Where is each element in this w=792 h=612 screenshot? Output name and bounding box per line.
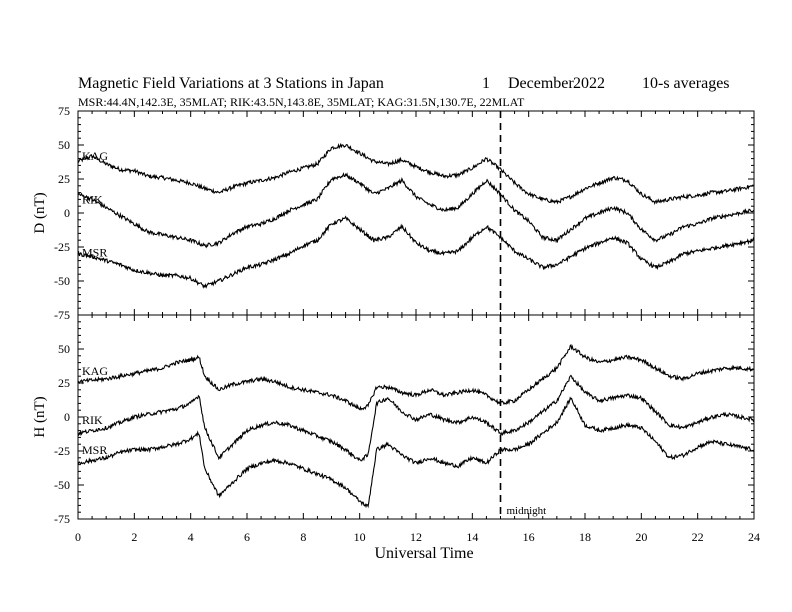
x-tick-label: 24 [748,530,760,544]
x-tick-label: 4 [188,530,194,544]
series-line-rik [77,374,755,462]
plot-area: 75 50 25 0 -25 -50 -75 D (nT) KAG RIK MSR 50 25 0 -25 -… [32,104,760,544]
x-tick-label: 6 [244,530,250,544]
x-tick-label: 22 [692,530,704,544]
midnight-label: midnight [507,505,547,517]
x-tick-label: 10 [354,530,366,544]
series-line-kag [77,142,755,206]
series-label-kag: KAG [82,364,108,378]
y-tick-label: 75 [58,104,70,118]
x-tick-label: 12 [410,530,422,544]
date-day: 1 [482,75,490,92]
stations-subtitle: MSR:44.4N,142.3E, 35MLAT; RIK:43.5N,143.… [78,95,525,109]
date-month: December [508,75,574,92]
x-tick-label: 20 [635,530,647,544]
x-tick-label: 18 [579,530,591,544]
x-axis-label: Universal Time [374,545,473,562]
y-axis-label: D (nT) [32,192,48,233]
series-line-rik [77,172,755,249]
x-tick-label: 14 [466,530,478,544]
x-tick-label: 8 [300,530,306,544]
y-tick-label: -75 [54,512,70,526]
y-tick-label: 0 [64,206,70,220]
averaging-label: 10-s averages [642,75,730,92]
y-tick-label: -75 [54,308,70,322]
chart-title: Magnetic Field Variations at 3 Stations … [78,75,384,92]
series-line-kag [77,343,755,411]
y-tick-label: 25 [58,376,70,390]
x-tick-label: 0 [75,530,81,544]
y-axis-label: H (nT) [32,396,48,437]
y-tick-label: -25 [54,240,70,254]
series-line-msr [77,215,755,289]
y-tick-label: -50 [54,478,70,492]
panel-frame-0 [77,110,755,316]
y-tick-label: 50 [58,138,70,152]
y-tick-label: 0 [64,410,70,424]
series-label-msr: MSR [82,443,107,457]
series-line-msr [77,396,755,509]
x-tick-label: 2 [131,530,137,544]
date-year: 2022 [573,75,605,92]
panel-frame-1 [77,314,755,520]
x-tick-label: 16 [523,530,535,544]
series-label-rik: RIK [82,193,103,207]
y-tick-label: 25 [58,172,70,186]
series-label-msr: MSR [82,246,107,260]
series-label-rik: RIK [82,413,103,427]
y-tick-label: -25 [54,444,70,458]
y-tick-label: 50 [58,342,70,356]
y-tick-label: -50 [54,274,70,288]
series-label-kag: KAG [82,149,108,163]
